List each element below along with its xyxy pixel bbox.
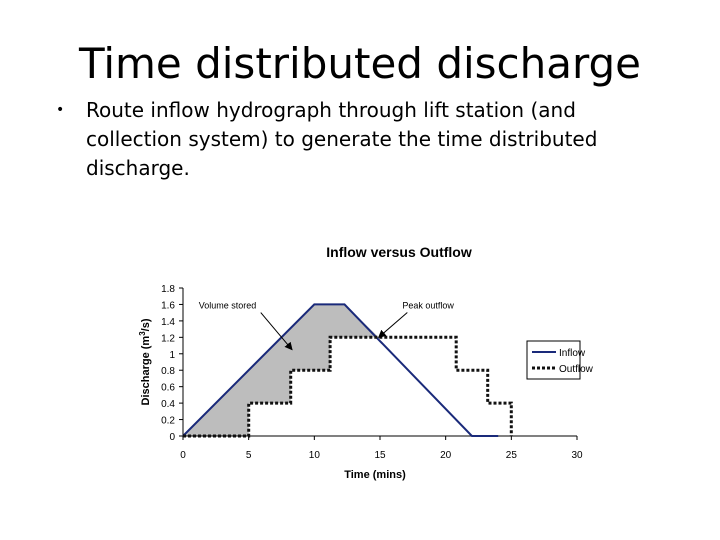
y-tick-label: 1.8 bbox=[161, 284, 175, 295]
y-tick-label: 0.2 bbox=[161, 416, 175, 427]
y-axis-label-superscript: 3 bbox=[138, 331, 147, 336]
bullet-list: • Route inflow hydrograph through lift s… bbox=[56, 96, 676, 183]
x-tick-label: 15 bbox=[374, 450, 386, 461]
y-tick-label: 0 bbox=[169, 432, 175, 443]
y-tick-label: 0.4 bbox=[161, 399, 175, 410]
legend-box bbox=[526, 340, 581, 380]
volume-stored-region bbox=[183, 304, 379, 436]
annotation-arrow bbox=[377, 312, 408, 338]
x-tick-label: 10 bbox=[309, 450, 321, 461]
volume-stored-shading bbox=[183, 304, 379, 436]
chart-title: Inflow versus Outflow bbox=[326, 244, 472, 260]
series-inflow-line bbox=[182, 303, 499, 437]
bullet-dot-icon: • bbox=[56, 102, 65, 118]
annotation-label: Volume stored bbox=[199, 301, 257, 311]
y-tick-label: 1.4 bbox=[161, 317, 175, 328]
x-axis-label: Time (mins) bbox=[344, 469, 406, 481]
x-tick-label: 25 bbox=[506, 450, 518, 461]
legend-label-outflow: Outflow bbox=[559, 364, 594, 375]
chart-annotations: Volume stored Peak outflow bbox=[199, 301, 454, 351]
chart-series bbox=[182, 303, 513, 438]
y-axis-label: Discharge (m3/s) bbox=[138, 318, 152, 405]
bullet-item: • Route inflow hydrograph through lift s… bbox=[56, 96, 676, 183]
bullet-text: Route inflow hydrograph through lift sta… bbox=[86, 98, 598, 180]
x-tick-label: 0 bbox=[180, 450, 186, 461]
y-tick-label: 0.6 bbox=[161, 383, 175, 394]
series-outflow-line bbox=[183, 335, 513, 438]
y-tick-label: 1 bbox=[169, 350, 175, 361]
annotation-label: Peak outflow bbox=[402, 301, 454, 311]
y-tick-label: 0.8 bbox=[161, 366, 175, 377]
y-tick-label: 1.2 bbox=[161, 333, 175, 344]
y-axis-label-unit: /s) bbox=[140, 318, 152, 331]
y-tick-label: 1.6 bbox=[161, 300, 175, 311]
x-tick-label: 5 bbox=[246, 450, 252, 461]
annotation-arrow bbox=[260, 312, 293, 351]
x-tick-label: 20 bbox=[440, 450, 452, 461]
slide-title: Time distributed discharge bbox=[78, 39, 642, 88]
y-axis-label-text: Discharge (m bbox=[140, 336, 152, 406]
x-tick-label: 30 bbox=[571, 450, 583, 461]
chart-legend: Inflow Outflow bbox=[526, 340, 594, 380]
legend-label-inflow: Inflow bbox=[559, 348, 586, 359]
